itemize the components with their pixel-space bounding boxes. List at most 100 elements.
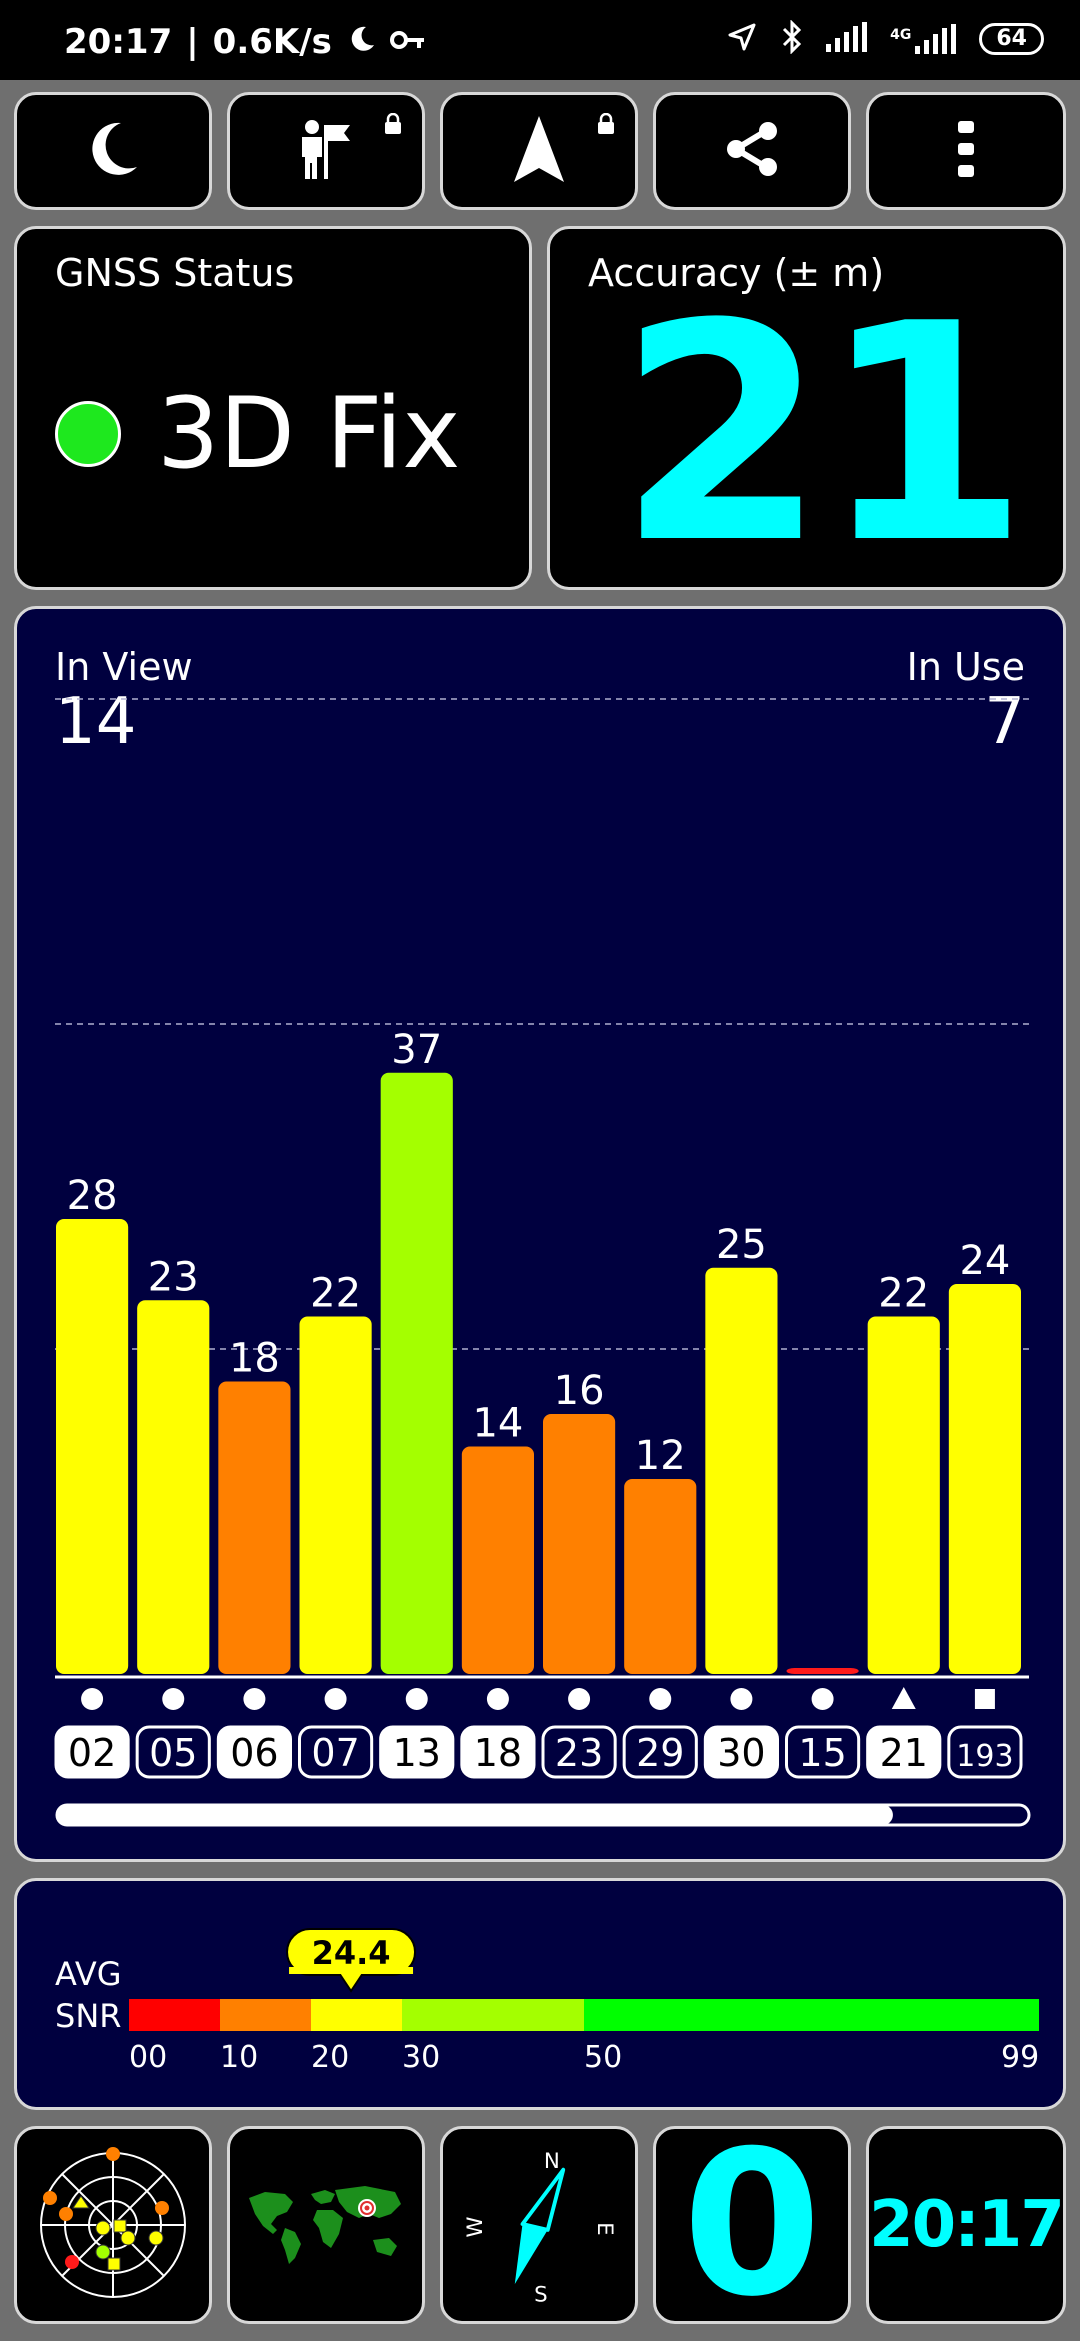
network-type-label: 4G [890,27,912,43]
gps-marker-icon [486,1688,509,1710]
satellite-id-badge [947,1725,1023,1779]
status-separator: | [186,22,199,62]
more-options-button[interactable] [866,92,1066,210]
satellite-id-badge [54,1725,130,1779]
satellite-id-label: 15 [798,1731,846,1775]
gps-marker-icon [243,1688,266,1710]
bar-value-label: 12 [635,1433,686,1479]
bar-value-label: 28 [67,1173,118,1219]
satellite-id-label: 21 [880,1731,928,1775]
compass-west: W [463,2217,488,2238]
snr-scale-segment [129,1999,220,2031]
avg-snr-pointer [337,1972,365,1993]
moon-icon [85,119,141,183]
fix-status-dot [55,401,121,467]
in-use-value: 7 [984,685,1025,759]
bar-value-label: 14 [472,1401,523,1447]
snr-scale-segment [220,1999,311,2031]
satellite-id-label: 29 [636,1731,684,1775]
satellite-id-label: 18 [474,1731,522,1775]
snr-bar [624,1479,697,1674]
bluetooth-icon [780,19,804,58]
compass-south: S [534,2283,548,2308]
bar-value-label: 23 [148,1254,199,1300]
snr-bar [218,1381,291,1674]
satellite-id-label: 07 [311,1731,359,1775]
satellite-id-badge [785,1725,861,1779]
snr-bar [137,1300,210,1674]
satellite-id-label: 02 [68,1731,116,1775]
satellite-id-badge [460,1725,536,1779]
avg-snr-value: 24.4 [312,1934,391,1972]
avg-label: AVG [55,1955,122,1993]
gps-marker-icon [405,1688,428,1710]
avg-snr-bubble-fill [289,1967,414,1974]
satellite-id-badge [298,1725,374,1779]
compass-north: N [544,2149,560,2174]
hiking-mode-button[interactable] [227,92,425,210]
satellite-id-badge [866,1725,942,1779]
snr-bar [543,1414,616,1674]
avg-snr-panel: AVG SNR 00 10 20 30 50 99 24.4 [14,1878,1066,2110]
bar-value-label: 24 [959,1238,1010,1284]
in-view-value: 14 [55,685,137,759]
satellite-id-label: 06 [230,1731,278,1775]
gps-marker-icon [81,1688,104,1710]
satellite-id-badge [703,1725,779,1779]
snr-bar-chart: 28 02 23 05 18 06 22 07 37 13 14 18 16 23 12 29 25 30 15 22… [54,698,1031,1827]
person-flag-icon [294,117,358,185]
snr-scale-tick: 30 [402,2040,440,2075]
gnss-status-label: GNSS Status [55,251,295,295]
clock-value: 20:17 [869,2188,1065,2262]
bar-value-label: 37 [391,1027,442,1073]
world-map-button[interactable] [227,2126,425,2324]
clock-widget[interactable]: 20:17 [866,2126,1066,2324]
square-marker-icon [974,1689,995,1709]
satellite-id-label: 13 [393,1731,441,1775]
snr-scale-segment [402,1999,584,2031]
satellite-id-badge [135,1725,211,1779]
gps-marker-icon [811,1688,834,1710]
gps-marker-icon [649,1688,672,1710]
satellite-signal-panel: In View 14 In Use 7 28 02 23 05 18 06 22 07 37 13… [14,606,1066,1862]
snr-bar [461,1446,534,1674]
satellite-id-label: 193 [956,1739,1013,1774]
bar-value-label: 18 [229,1336,280,1382]
do-not-disturb-icon [346,22,376,62]
sky-view-button[interactable] [14,2126,212,2324]
satellite-id-badge [541,1725,617,1779]
satellites-in-use-widget[interactable]: 0 [653,2125,851,2325]
battery-indicator: 64 [979,23,1044,55]
in-use-label: In Use [906,645,1025,689]
status-time: 20:17 [64,22,173,62]
snr-bar [56,1219,129,1674]
snr-bar [948,1284,1021,1674]
snr-scale-segment [311,1999,402,2031]
snr-bar [867,1316,940,1674]
snr-scale-tick: 00 [129,2040,167,2075]
snr-scale-tick: 50 [584,2040,622,2075]
night-mode-button[interactable] [14,92,212,210]
navigation-button[interactable] [440,92,638,210]
navigation-arrow-icon [512,114,566,188]
share-button[interactable] [653,92,851,210]
gps-marker-icon [324,1688,347,1710]
share-icon [722,119,782,183]
gnss-status-panel: GNSS Status 3D Fix [14,226,532,590]
snr-scale-segment [584,1999,1039,2031]
network-speed: 0.6K/s [212,22,332,62]
snr-bar [705,1267,778,1674]
world-map-icon [249,2186,401,2264]
satellite-id-label: 30 [717,1731,765,1775]
satellite-id-badge [216,1725,292,1779]
sky-plot-icon [40,2147,186,2298]
snr-label: SNR [55,1997,122,2035]
snr-scale-tick: 99 [1001,2040,1039,2075]
satellite-id-label: 05 [149,1731,197,1775]
satellite-id-badge [622,1725,698,1779]
accuracy-value: 21 [617,260,1029,609]
fix-status-value: 3D Fix [157,377,461,491]
compass-button[interactable]: N E S W [440,2126,638,2324]
triangle-marker-icon [891,1687,916,1709]
lock-icon [595,112,617,139]
